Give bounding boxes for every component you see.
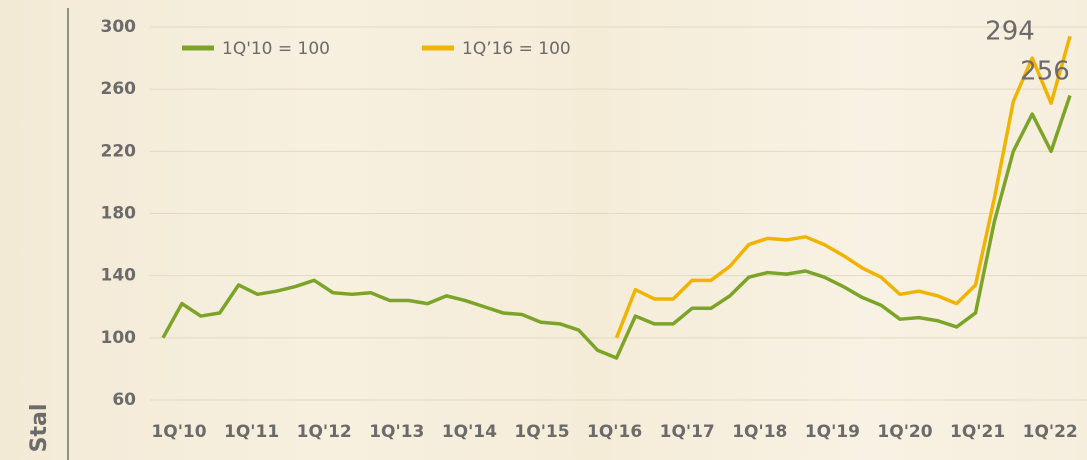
annotation: 294	[985, 17, 1035, 47]
x-tick-label: 1Q'10	[151, 422, 206, 442]
x-tick-label: 1Q'18	[732, 422, 787, 442]
series-line	[614, 35, 1072, 339]
x-tick-label: 1Q'11	[224, 422, 279, 442]
series-line	[161, 94, 1072, 360]
y-tick-label: 220	[101, 141, 137, 161]
x-tick-label: 1Q'20	[877, 422, 932, 442]
y-tick-label: 300	[101, 17, 137, 37]
y-tick-label: 100	[101, 328, 137, 348]
y-axis-label: Stal	[27, 404, 52, 453]
y-tick-label: 140	[101, 266, 137, 286]
x-tick-label: 1Q'12	[297, 422, 352, 442]
legend-label: 1Q'10 = 100	[222, 39, 330, 59]
y-tick-label: 260	[101, 79, 137, 99]
x-tick-label: 1Q'15	[514, 422, 569, 442]
x-tick-label: 1Q'21	[950, 422, 1005, 442]
x-tick-label: 1Q'16	[587, 422, 642, 442]
x-tick-label: 1Q'19	[805, 422, 860, 442]
x-tick-label: 1Q'22	[1023, 422, 1078, 442]
x-tick-label: 1Q'13	[369, 422, 424, 442]
y-tick-label: 180	[101, 204, 137, 224]
annotation: 256	[1020, 57, 1070, 87]
x-tick-label: 1Q'14	[442, 422, 497, 442]
y-tick-label: 60	[112, 390, 136, 410]
x-tick-label: 1Q'17	[660, 422, 715, 442]
legend-label: 1Q’16 = 100	[462, 39, 571, 59]
